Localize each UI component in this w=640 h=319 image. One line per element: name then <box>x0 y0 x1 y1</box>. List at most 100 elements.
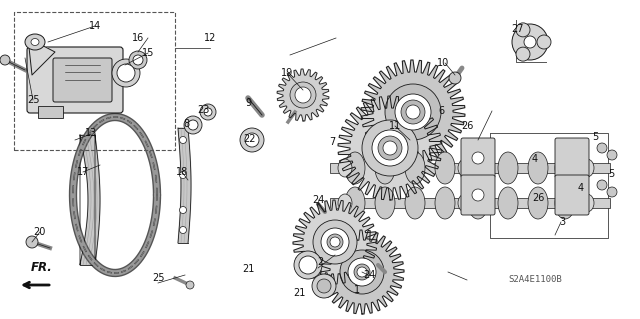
Text: 25: 25 <box>27 95 40 106</box>
Text: 2: 2 <box>317 256 323 267</box>
Polygon shape <box>361 60 465 164</box>
Ellipse shape <box>458 159 472 177</box>
Text: 7: 7 <box>330 137 336 147</box>
Circle shape <box>340 250 384 294</box>
Polygon shape <box>320 230 404 314</box>
Ellipse shape <box>345 152 365 184</box>
Text: S2A4E1100B: S2A4E1100B <box>508 276 562 285</box>
Circle shape <box>378 136 402 160</box>
Circle shape <box>240 128 264 152</box>
Circle shape <box>200 104 216 120</box>
Circle shape <box>401 100 425 124</box>
Circle shape <box>362 120 418 176</box>
Ellipse shape <box>31 39 39 46</box>
Circle shape <box>330 237 340 247</box>
Text: FR.: FR. <box>31 261 53 274</box>
FancyBboxPatch shape <box>555 175 589 215</box>
Circle shape <box>313 220 357 264</box>
Circle shape <box>321 228 349 256</box>
Polygon shape <box>80 135 100 265</box>
Circle shape <box>112 59 140 87</box>
Circle shape <box>245 133 259 147</box>
Ellipse shape <box>405 187 425 219</box>
Ellipse shape <box>555 187 575 219</box>
Ellipse shape <box>498 187 518 219</box>
Text: 17: 17 <box>77 167 90 177</box>
Circle shape <box>26 236 38 248</box>
Circle shape <box>395 94 431 130</box>
Circle shape <box>472 152 484 164</box>
Ellipse shape <box>338 159 352 177</box>
Bar <box>38 106 63 118</box>
Circle shape <box>607 187 617 197</box>
Text: 18: 18 <box>176 167 189 177</box>
Circle shape <box>597 143 607 153</box>
Text: 24: 24 <box>312 195 325 205</box>
Circle shape <box>348 258 376 286</box>
Ellipse shape <box>435 152 455 184</box>
Text: 19: 19 <box>280 68 293 78</box>
Ellipse shape <box>555 152 575 184</box>
Text: 1: 1 <box>354 285 360 295</box>
Circle shape <box>179 172 186 179</box>
Ellipse shape <box>345 187 365 219</box>
Ellipse shape <box>458 194 472 212</box>
Text: 11: 11 <box>389 121 402 131</box>
Circle shape <box>327 234 343 250</box>
Circle shape <box>516 23 530 37</box>
Text: 16: 16 <box>131 33 144 43</box>
Ellipse shape <box>528 187 548 219</box>
Ellipse shape <box>375 187 395 219</box>
Polygon shape <box>338 96 442 200</box>
Text: 27: 27 <box>511 24 524 34</box>
Circle shape <box>597 180 607 190</box>
Circle shape <box>299 256 317 274</box>
Circle shape <box>186 281 194 289</box>
Circle shape <box>294 251 322 279</box>
Ellipse shape <box>375 152 395 184</box>
Text: 26: 26 <box>532 193 545 204</box>
Text: 13: 13 <box>84 128 97 138</box>
Ellipse shape <box>580 194 594 212</box>
Text: 6: 6 <box>438 106 445 116</box>
FancyBboxPatch shape <box>555 138 589 178</box>
Text: 26: 26 <box>461 121 474 131</box>
Circle shape <box>117 64 135 82</box>
Ellipse shape <box>435 187 455 219</box>
Bar <box>330 198 610 208</box>
FancyBboxPatch shape <box>53 58 112 102</box>
Circle shape <box>449 72 461 84</box>
FancyBboxPatch shape <box>461 138 495 178</box>
Circle shape <box>607 150 617 160</box>
Polygon shape <box>277 69 329 121</box>
Text: 21: 21 <box>242 263 255 274</box>
Circle shape <box>357 267 367 277</box>
Text: 4: 4 <box>578 182 584 193</box>
Ellipse shape <box>25 34 45 50</box>
Circle shape <box>184 116 202 134</box>
Circle shape <box>204 108 212 116</box>
Ellipse shape <box>468 152 488 184</box>
Circle shape <box>406 105 420 119</box>
Circle shape <box>524 36 536 48</box>
Bar <box>14 12 175 150</box>
Ellipse shape <box>405 152 425 184</box>
Circle shape <box>537 35 551 49</box>
Circle shape <box>372 130 408 166</box>
Polygon shape <box>178 128 191 243</box>
Ellipse shape <box>528 152 548 184</box>
Polygon shape <box>293 200 377 284</box>
Text: 9: 9 <box>245 98 252 108</box>
Text: 24: 24 <box>364 270 376 280</box>
Circle shape <box>385 84 441 140</box>
Circle shape <box>383 141 397 155</box>
Text: 10: 10 <box>437 58 450 68</box>
Text: 20: 20 <box>33 227 46 237</box>
Ellipse shape <box>468 187 488 219</box>
Text: 22: 22 <box>243 134 256 144</box>
FancyBboxPatch shape <box>461 175 495 215</box>
Text: 3: 3 <box>559 217 565 227</box>
Text: 8: 8 <box>184 119 190 129</box>
Circle shape <box>516 47 530 61</box>
Circle shape <box>290 82 316 108</box>
